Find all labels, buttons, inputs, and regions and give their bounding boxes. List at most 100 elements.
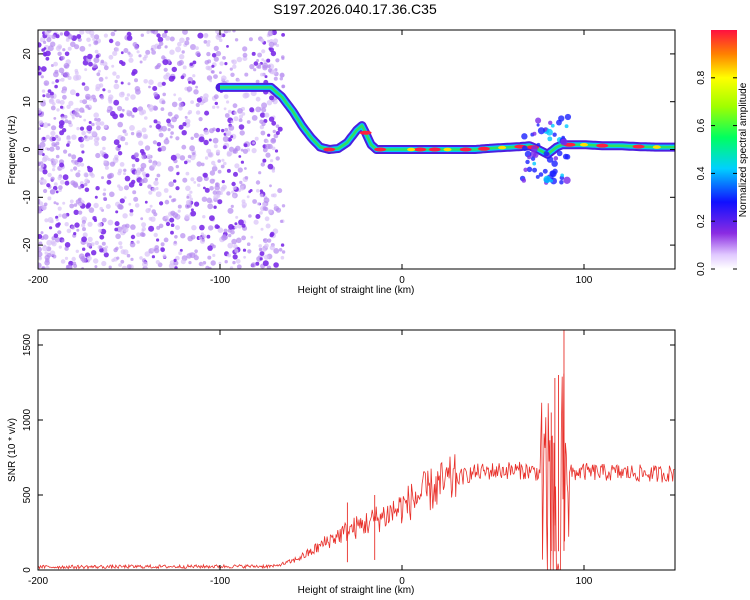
noise-point xyxy=(128,182,135,188)
noise-point xyxy=(100,228,107,235)
x-tick-label: 0 xyxy=(399,576,405,587)
noise-point xyxy=(246,120,251,124)
colorbar-tick-label: 0.8 xyxy=(696,70,707,84)
noise-point xyxy=(188,110,193,114)
noise-point xyxy=(140,179,145,184)
noise-point xyxy=(101,217,107,223)
noise-point xyxy=(213,74,218,79)
noise-point xyxy=(149,204,153,208)
noise-point xyxy=(177,204,182,209)
noise-point xyxy=(38,246,42,253)
noise-point xyxy=(179,155,186,161)
noise-point xyxy=(253,68,257,72)
noise-point xyxy=(258,63,262,67)
noise-point xyxy=(155,186,159,191)
noise-point xyxy=(148,207,152,211)
noise-point xyxy=(256,256,262,262)
noise-point xyxy=(116,256,120,260)
noise-point xyxy=(192,60,197,65)
y-tick-label: 0 xyxy=(22,146,33,152)
noise-point xyxy=(175,46,182,53)
noise-point xyxy=(100,59,105,64)
noise-point xyxy=(162,59,169,66)
noise-point xyxy=(70,89,76,96)
noise-point xyxy=(230,120,234,124)
noise-point xyxy=(52,254,57,259)
y-tick-label: -10 xyxy=(22,190,33,205)
noise-point xyxy=(210,70,214,74)
noise-point xyxy=(201,162,205,167)
snr-xlabel: Height of straight line (km) xyxy=(298,585,415,596)
noise-point xyxy=(213,194,219,200)
noise-point xyxy=(163,138,170,145)
noise-point xyxy=(268,41,275,48)
noise-point xyxy=(58,120,65,126)
noise-point xyxy=(70,168,74,172)
noise-point xyxy=(266,100,273,106)
noise-point xyxy=(103,160,107,164)
noise-point xyxy=(156,62,162,68)
noise-point xyxy=(261,121,266,127)
noise-point xyxy=(238,118,243,123)
ridge-hotspot xyxy=(580,142,588,147)
noise-point xyxy=(76,126,80,131)
noise-point xyxy=(95,186,100,191)
noise-point xyxy=(110,110,116,117)
noise-point xyxy=(242,204,246,209)
noise-point xyxy=(185,171,190,176)
noise-point xyxy=(224,62,228,66)
noise-point xyxy=(121,265,127,269)
noise-point xyxy=(120,81,124,85)
noise-point xyxy=(120,136,126,142)
noise-point xyxy=(244,92,250,98)
noise-point xyxy=(62,48,66,52)
noise-point xyxy=(131,71,136,76)
noise-point xyxy=(117,203,123,210)
noise-point xyxy=(148,190,153,195)
noise-point xyxy=(101,136,107,141)
noise-point xyxy=(120,91,125,96)
noise-point xyxy=(172,212,179,219)
noise-point xyxy=(107,175,112,179)
noise-point xyxy=(194,249,198,253)
noise-point xyxy=(123,196,127,200)
noise-point xyxy=(47,196,52,201)
noise-point xyxy=(117,105,123,112)
noise-point xyxy=(138,140,144,146)
noise-point xyxy=(275,124,280,128)
noise-point xyxy=(246,242,251,246)
noise-point xyxy=(40,66,47,72)
noise-point xyxy=(215,34,222,40)
noise-point xyxy=(178,124,184,130)
noise-point xyxy=(189,145,196,152)
noise-point xyxy=(167,111,173,117)
noise-point xyxy=(69,199,74,204)
noise-point xyxy=(213,164,217,168)
noise-point xyxy=(117,121,123,128)
noise-point xyxy=(164,45,168,49)
noise-point xyxy=(226,79,229,83)
noise-point xyxy=(255,261,260,266)
noise-point xyxy=(78,137,82,141)
noise-point xyxy=(189,190,193,194)
noise-point xyxy=(82,99,88,105)
noise-point xyxy=(101,176,104,180)
noise-point xyxy=(247,249,252,254)
noise-point xyxy=(168,195,172,199)
noise-point xyxy=(103,65,109,71)
noise-point xyxy=(208,138,212,142)
noise-point xyxy=(87,236,93,242)
noise-point xyxy=(259,193,264,198)
noise-point xyxy=(272,193,277,198)
noise-point xyxy=(279,72,285,78)
noise-point xyxy=(81,137,85,141)
ridge-hotspot xyxy=(359,130,372,135)
noise-point xyxy=(236,237,242,244)
noise-point xyxy=(234,248,239,253)
noise-point xyxy=(141,171,147,176)
noise-point xyxy=(64,242,71,248)
noise-point xyxy=(68,100,74,106)
noise-point xyxy=(124,141,129,146)
noise-point xyxy=(214,184,220,191)
noise-point xyxy=(221,128,225,133)
